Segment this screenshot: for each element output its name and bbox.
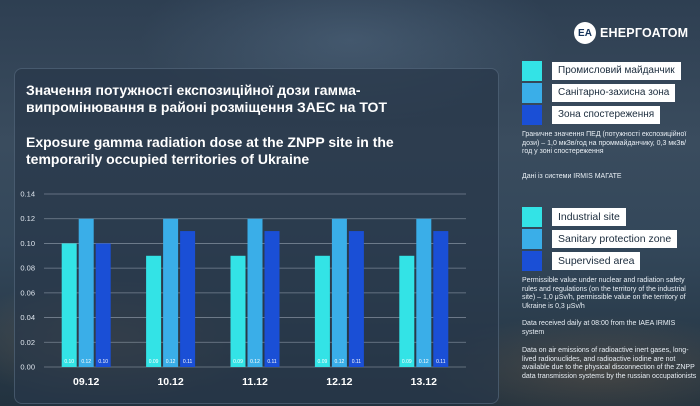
bar xyxy=(230,255,246,367)
bar xyxy=(433,231,449,367)
legend-ua-sanitary: Санітарно-захисна зона xyxy=(522,83,676,103)
y-tick-label: 0.06 xyxy=(20,288,35,297)
legend-label: Зона спостереження xyxy=(552,106,661,124)
y-tick-label: 0.14 xyxy=(20,190,35,199)
legend-ua-industrial: Промисловий майданчик xyxy=(522,61,681,81)
data-label: 0.10 xyxy=(98,359,108,365)
title-ukrainian: Значення потужності експозиційної дози г… xyxy=(26,82,387,115)
y-tick-label: 0.04 xyxy=(20,313,35,322)
legend-label: Industrial site xyxy=(552,208,626,226)
energoatom-logo: EA ЕНЕРГОАТОМ xyxy=(574,21,688,45)
title-english: Exposure gamma radiation dose at the ZNP… xyxy=(26,134,394,167)
bar-chart: 0.00 0.02 0.04 0.06 0.08 0.10 0.12 0.14 0.10 0.12… xyxy=(20,189,466,388)
legend-swatch xyxy=(522,61,542,81)
y-tick-label: 0.10 xyxy=(20,239,35,248)
legend-en-supervised: Supervised area xyxy=(522,251,641,271)
y-tick-label: 0.12 xyxy=(20,214,35,223)
data-label: 0.11 xyxy=(352,359,362,365)
data-label: 0.12 xyxy=(335,359,345,365)
legend-swatch xyxy=(522,105,542,125)
y-tick-label: 0.08 xyxy=(20,264,35,273)
data-label: 0.11 xyxy=(183,359,193,365)
logo-name: ЕНЕРГОАТОМ xyxy=(600,26,689,40)
legend-label: Санітарно-захисна зона xyxy=(552,84,676,102)
legend-label: Supervised area xyxy=(552,252,641,270)
bar xyxy=(264,231,280,367)
bar xyxy=(146,255,162,367)
source-note-en: Data received daily at 08:00 from the IA… xyxy=(522,320,676,336)
x-tick-label: 12.12 xyxy=(326,376,352,388)
emissions-note-en: Data on air emissions of radioactive ine… xyxy=(522,347,697,380)
legend-label: Sanitary protection zone xyxy=(552,230,678,248)
legend-swatch xyxy=(522,83,542,103)
bar xyxy=(348,231,364,367)
legend-en-sanitary: Sanitary protection zone xyxy=(522,229,678,249)
limits-note-en: Permissible value under nuclear and radi… xyxy=(522,277,686,310)
bar xyxy=(314,255,330,367)
bar xyxy=(61,243,77,367)
data-label: 0.09 xyxy=(402,359,412,365)
bar xyxy=(331,218,347,367)
x-tick-label: 13.12 xyxy=(411,376,437,388)
legend-swatch xyxy=(522,207,542,227)
legend-swatch xyxy=(522,229,542,249)
data-label: 0.11 xyxy=(267,359,277,365)
source-note-ua: Дані із системи IRMIS МАГАТЕ xyxy=(522,173,622,180)
data-label: 0.12 xyxy=(81,359,91,365)
data-label: 0.09 xyxy=(149,359,159,365)
data-label: 0.10 xyxy=(64,359,74,365)
y-tick-label: 0.00 xyxy=(20,363,35,372)
legend-label: Промисловий майданчик xyxy=(552,62,681,80)
x-tick-label: 09.12 xyxy=(73,376,99,388)
bar xyxy=(247,218,263,367)
data-label: 0.09 xyxy=(233,359,243,365)
data-label: 0.12 xyxy=(166,359,176,365)
limits-note-ua: Граничне значення ПЕД (потужності експоз… xyxy=(522,131,687,155)
data-label: 0.12 xyxy=(419,359,429,365)
bar xyxy=(399,255,415,367)
bar xyxy=(416,218,432,367)
bar xyxy=(78,218,94,367)
y-tick-label: 0.02 xyxy=(20,338,35,347)
data-label: 0.12 xyxy=(250,359,260,365)
data-label: 0.11 xyxy=(436,359,446,365)
x-tick-label: 11.12 xyxy=(242,376,268,388)
logo-mark: EA xyxy=(574,22,596,44)
legend-swatch xyxy=(522,251,542,271)
legend-ua-supervised: Зона спостереження xyxy=(522,105,661,125)
legend-en-industrial: Industrial site xyxy=(522,207,626,227)
bar xyxy=(163,218,179,367)
bar xyxy=(180,231,196,367)
data-label: 0.09 xyxy=(318,359,328,365)
x-tick-label: 10.12 xyxy=(157,376,183,388)
bar xyxy=(95,243,111,367)
